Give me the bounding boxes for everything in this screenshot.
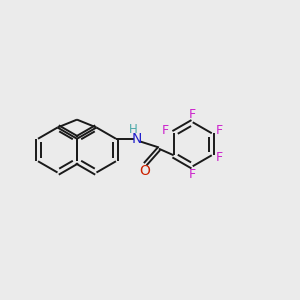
- Text: F: F: [162, 124, 169, 137]
- Text: F: F: [189, 168, 196, 181]
- Text: N: N: [131, 132, 142, 146]
- Text: F: F: [189, 108, 196, 121]
- Text: F: F: [216, 151, 223, 164]
- Text: O: O: [139, 164, 150, 178]
- Text: H: H: [129, 123, 138, 136]
- Text: F: F: [216, 124, 223, 137]
